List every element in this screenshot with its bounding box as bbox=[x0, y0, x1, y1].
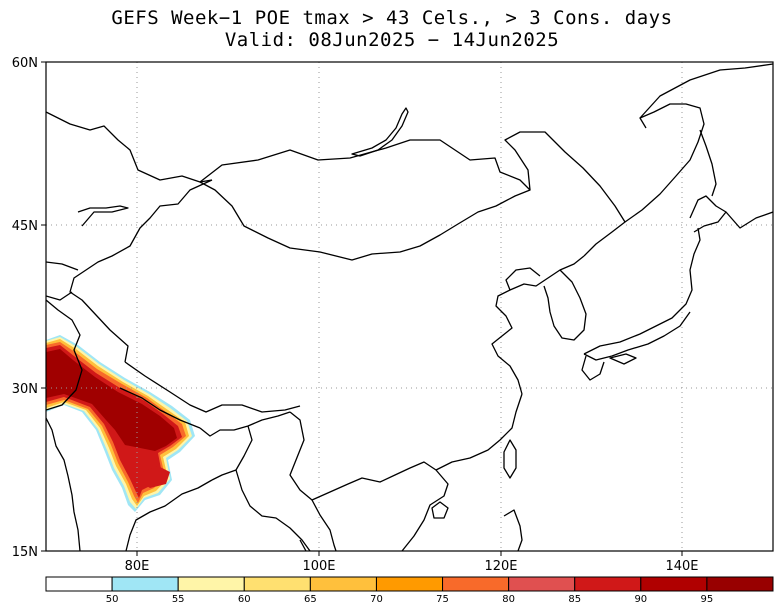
colorbar-swatch bbox=[640, 576, 708, 592]
border-russia-kazakhstan bbox=[46, 111, 213, 183]
coast-west-india bbox=[46, 417, 81, 551]
colorbar-swatch bbox=[45, 576, 113, 592]
map-title: GEFS Week−1 POE tmax > 43 Cels., > 3 Con… bbox=[111, 7, 673, 29]
map-gridlines bbox=[46, 62, 773, 551]
coast-shikoku bbox=[609, 353, 637, 365]
colorbar-label: 50 bbox=[106, 594, 119, 605]
colorbar-swatch bbox=[508, 576, 576, 592]
lat-label-15n: 15N bbox=[12, 545, 38, 560]
border-indochina bbox=[289, 411, 449, 551]
colorbar-label: 55 bbox=[172, 594, 185, 605]
colorbar-swatch bbox=[442, 576, 510, 592]
colorbar-label: 65 bbox=[304, 594, 317, 605]
border-pakistan-india bbox=[46, 299, 83, 411]
colorbar-swatch bbox=[309, 576, 377, 592]
coast-okhotsk bbox=[639, 63, 773, 119]
coast-hokkaido bbox=[689, 195, 727, 233]
probability-shading bbox=[46, 335, 195, 512]
border-nepal-south bbox=[119, 387, 201, 429]
coast-kyushu bbox=[581, 355, 605, 381]
border-central-asia bbox=[46, 261, 79, 301]
colorbar-label: 60 bbox=[238, 594, 251, 605]
colorbar-label: 95 bbox=[701, 594, 714, 605]
border-mongolia bbox=[199, 139, 531, 261]
plot-frame bbox=[45, 61, 774, 552]
colorbar-swatch bbox=[706, 576, 774, 592]
colorbar-label: 85 bbox=[568, 594, 581, 605]
lat-label-30n: 30N bbox=[12, 382, 38, 397]
coast-korea bbox=[543, 269, 587, 341]
coast-east-china bbox=[491, 255, 585, 395]
lat-label-60n: 60N bbox=[12, 56, 38, 71]
border-india-nepal bbox=[124, 361, 301, 413]
coast-russia-far-east bbox=[624, 103, 705, 223]
border-ne-india bbox=[199, 411, 291, 481]
coast-luzon bbox=[503, 509, 523, 551]
colorbar-swatch bbox=[111, 576, 179, 592]
lake-baikal bbox=[351, 107, 409, 157]
colorbar-swatch bbox=[574, 576, 642, 592]
coast-andaman bbox=[299, 539, 307, 551]
shade-patch-central-india bbox=[140, 466, 170, 488]
coast-taiwan bbox=[503, 439, 517, 479]
lat-label-45n: 45N bbox=[12, 219, 38, 234]
coast-myanmar bbox=[235, 469, 311, 551]
lon-label-140e: 140E bbox=[665, 559, 698, 574]
colorbar-label: 80 bbox=[502, 594, 515, 605]
lon-label-80e: 80E bbox=[125, 559, 150, 574]
coast-bay-of-bengal bbox=[125, 479, 213, 551]
colorbar-swatch bbox=[375, 576, 444, 592]
lon-label-120e: 120E bbox=[484, 559, 517, 574]
lon-label-100e: 100E bbox=[302, 559, 335, 574]
axis-ticks bbox=[41, 61, 683, 556]
shade-band-95 bbox=[46, 349, 177, 451]
colorbar: 50 55 60 65 70 75 80 85 90 95 bbox=[45, 576, 774, 605]
border-western-china bbox=[69, 179, 213, 363]
border-china-russia bbox=[504, 131, 626, 257]
colorbar-label: 90 bbox=[634, 594, 647, 605]
coast-south-china bbox=[435, 393, 523, 471]
colorbar-label: 75 bbox=[436, 594, 449, 605]
coastlines-borders bbox=[46, 63, 773, 551]
colorbar-swatch bbox=[177, 576, 245, 592]
coast-japan-honshu-south bbox=[583, 311, 691, 361]
coast-kurils bbox=[725, 211, 773, 229]
colorbar-swatch bbox=[243, 576, 311, 592]
coast-bohai bbox=[505, 267, 541, 291]
colorbar-label: 70 bbox=[370, 594, 383, 605]
coast-sakhalin bbox=[699, 129, 717, 197]
border-thailand bbox=[311, 499, 337, 551]
coast-japan-honshu bbox=[583, 227, 701, 355]
lake-balkhash bbox=[77, 205, 129, 227]
coast-hainan bbox=[431, 501, 449, 519]
map-subtitle: Valid: 08Jun2025 − 14Jun2025 bbox=[224, 29, 560, 51]
